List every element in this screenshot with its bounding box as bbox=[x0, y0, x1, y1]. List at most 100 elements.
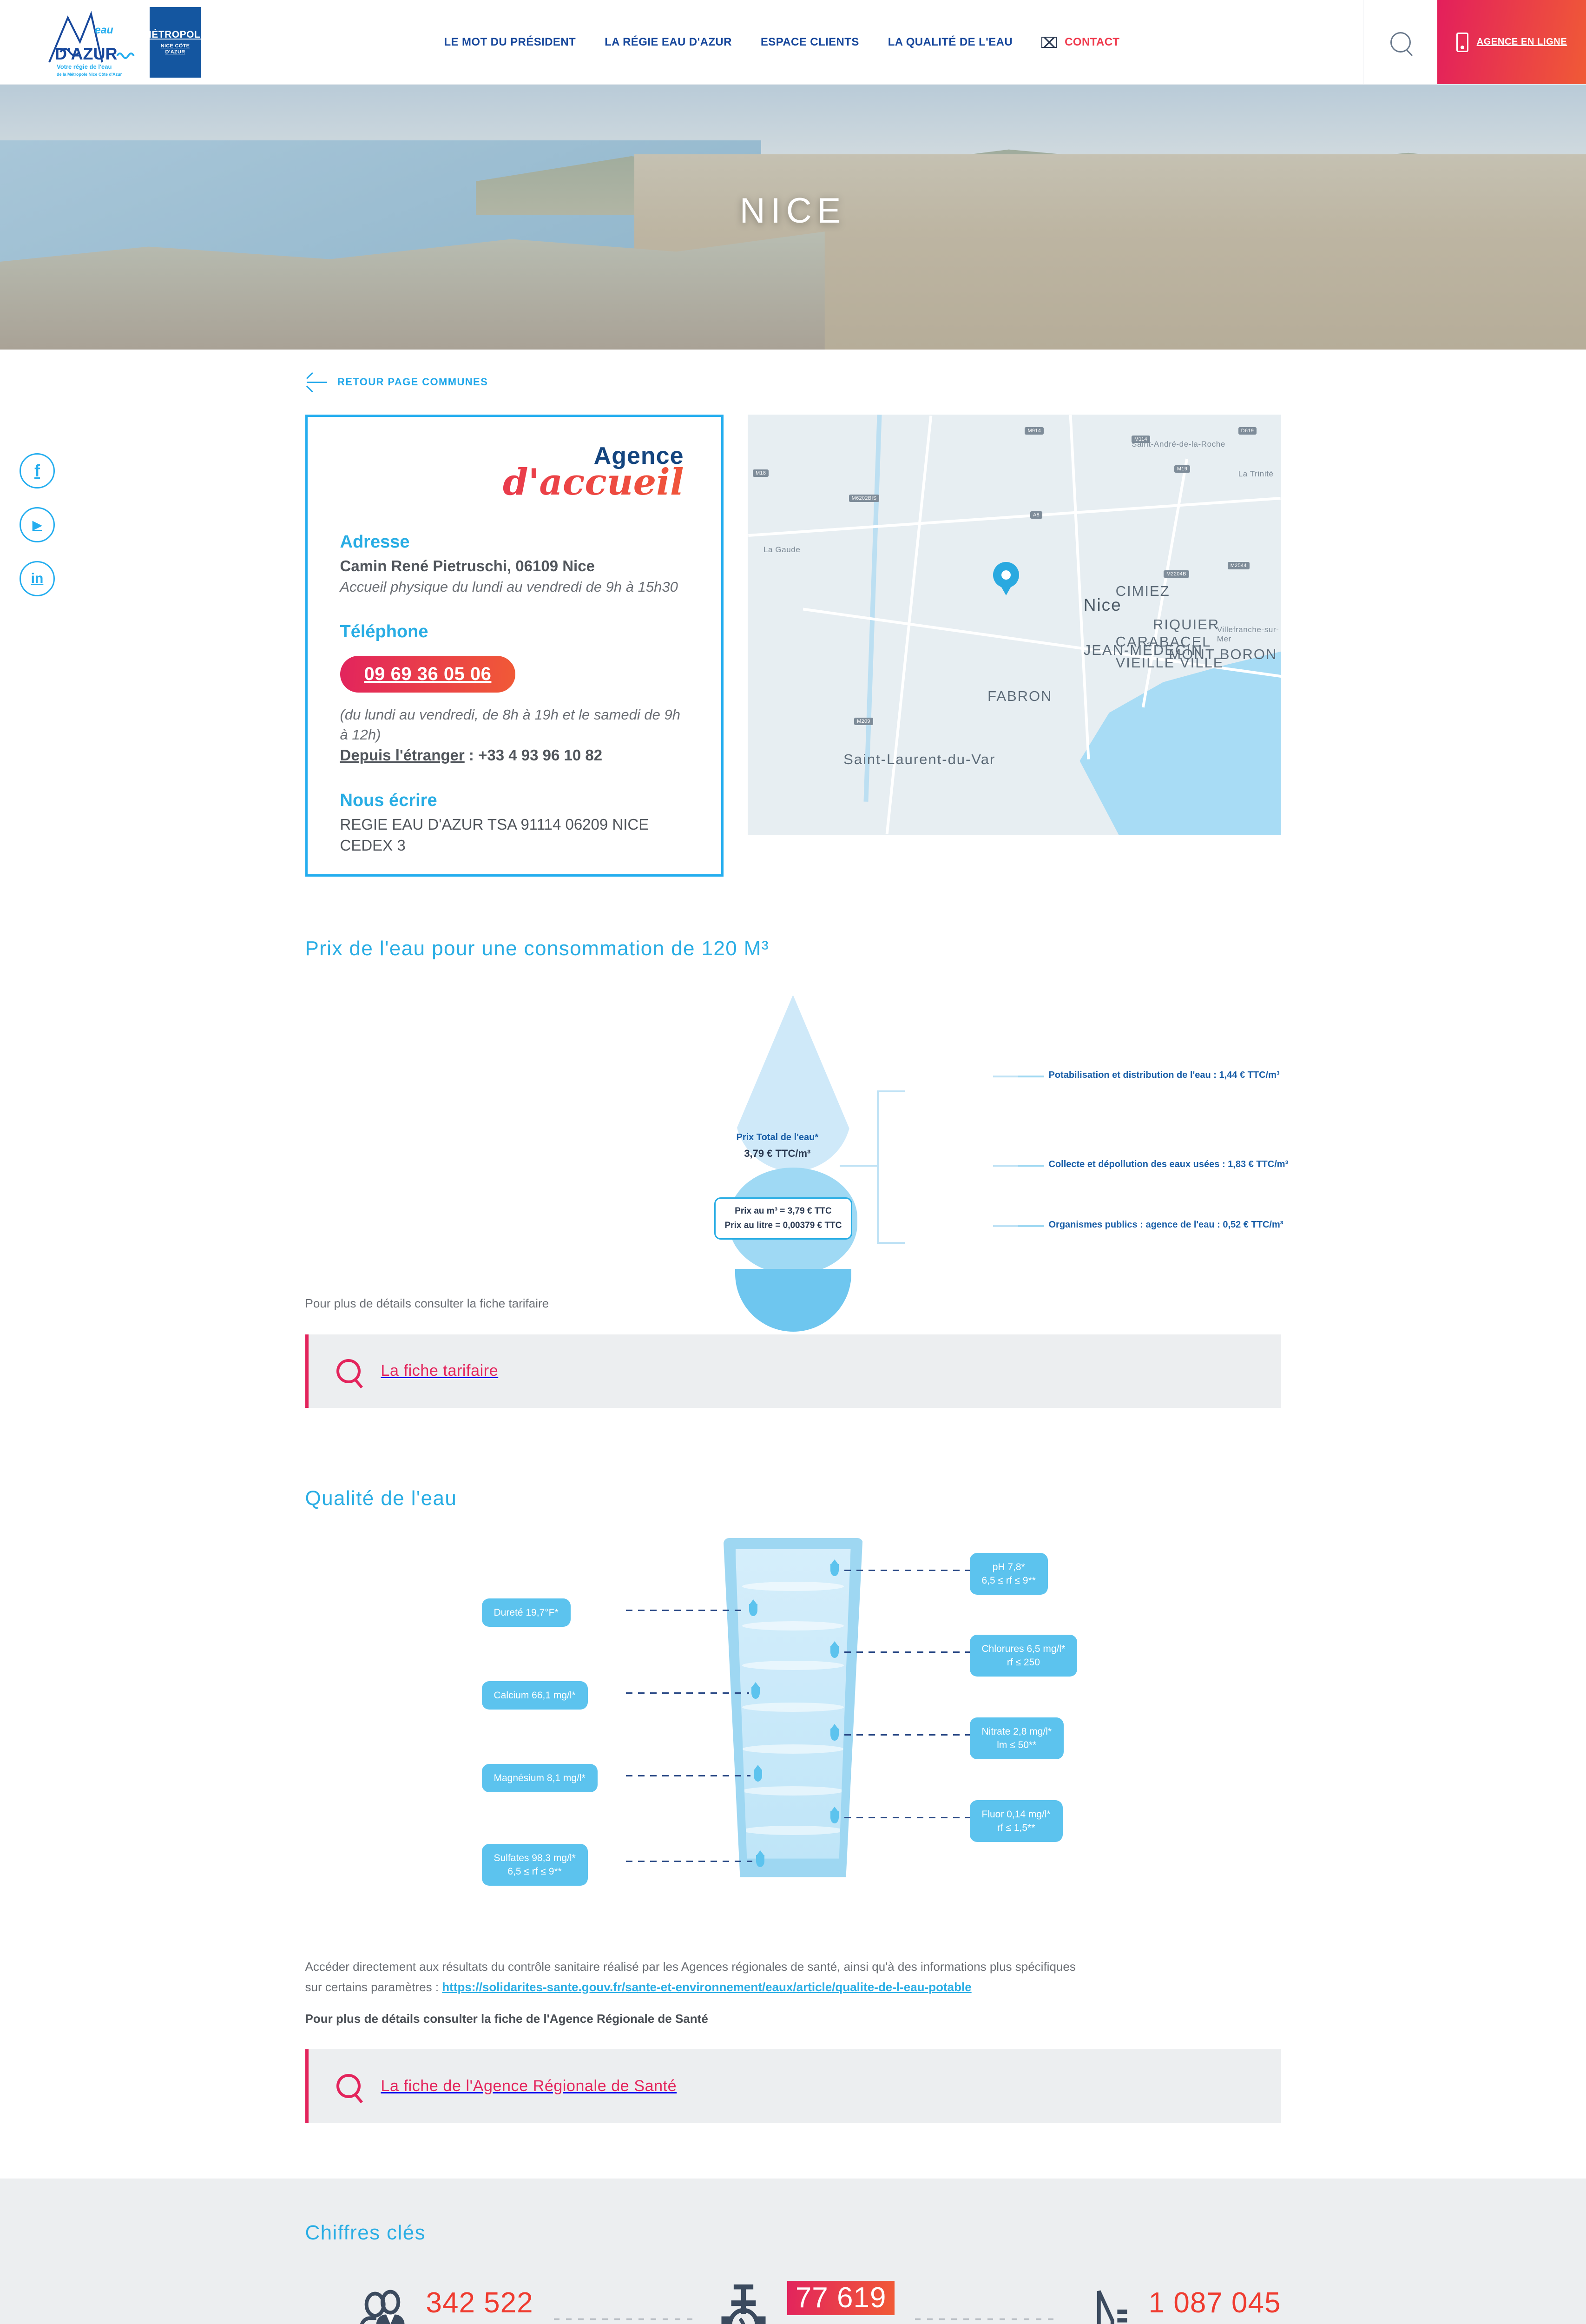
address-label: Adresse bbox=[340, 532, 410, 552]
map-label: VIEILLE VILLE bbox=[1115, 654, 1224, 671]
hero-banner: NICE bbox=[0, 85, 1586, 350]
price-label-collecte: Collecte et dépollution des eaux usées :… bbox=[1018, 1159, 1289, 1170]
envelope-icon bbox=[1041, 36, 1058, 48]
key-figures-divider bbox=[553, 2318, 692, 2321]
map-shield: M18 bbox=[752, 469, 769, 477]
price-total-block: Prix Total de l'eau* 3,79 € TTC/m³ bbox=[737, 1132, 819, 1160]
key-figure-caption: abonnés Régie Eau d'Azur bbox=[787, 2322, 895, 2324]
quality-note-line2: sur certains paramètres : https://solida… bbox=[305, 1977, 1281, 1997]
magnifier-icon bbox=[336, 1359, 361, 1383]
metropole-line2: NICE CÔTE D'AZUR bbox=[160, 43, 190, 55]
fiche-tarifaire-button[interactable]: La fiche tarifaire bbox=[305, 1334, 1281, 1408]
water-glass-graphic bbox=[723, 1538, 863, 1877]
droplet-marker bbox=[756, 1850, 764, 1867]
back-to-communes-link[interactable]: RETOUR PAGE COMMUNES bbox=[307, 376, 488, 388]
dashed-connector bbox=[625, 1609, 747, 1611]
ph-line2: 6,5 ≤ rf ≤ 9** bbox=[981, 1575, 1036, 1586]
agency-address-block: Adresse Camin René Pietruschi, 06109 Nic… bbox=[340, 532, 689, 597]
dashed-connector bbox=[844, 1569, 970, 1571]
nav-item-regie[interactable]: LA RÉGIE EAU D'AZUR bbox=[605, 35, 732, 48]
calcium-line1: Calcium 66,1 mg/l* bbox=[494, 1690, 576, 1701]
key-figure-value: 77 619 bbox=[787, 2281, 895, 2316]
droplet-marker bbox=[830, 1806, 839, 1823]
price-note: Pour plus de détails consulter la fiche … bbox=[305, 1296, 549, 1311]
map-pin[interactable] bbox=[993, 561, 1019, 596]
nitrate-line2: lm ≤ 50** bbox=[997, 1740, 1037, 1751]
quality-label-fluor: Fluor 0,14 mg/l* rf ≤ 1,5** bbox=[969, 1800, 1063, 1842]
map-label: La Trinité bbox=[1238, 469, 1274, 478]
agency-title-line2: d'accueil bbox=[340, 464, 684, 500]
map-label-nice: Nice bbox=[1083, 595, 1122, 615]
map-shield: M114 bbox=[1132, 436, 1150, 443]
magnifier-icon bbox=[336, 2074, 361, 2099]
map-shield: D619 bbox=[1238, 427, 1257, 435]
ars-external-link[interactable]: https://solidarites-sante.gouv.fr/sante-… bbox=[442, 1980, 972, 1994]
durete-line1: Dureté 19,7°F* bbox=[494, 1607, 559, 1618]
pipe-icon bbox=[1097, 2290, 1127, 2324]
map-shield: M2544 bbox=[1227, 561, 1250, 569]
nav-item-qualite-eau[interactable]: LA QUALITÉ DE L'EAU bbox=[888, 35, 1013, 48]
price-bracket bbox=[876, 1090, 905, 1244]
arrow-left-icon bbox=[307, 381, 327, 383]
quality-label-nitrate: Nitrate 2,8 mg/l* lm ≤ 50** bbox=[969, 1717, 1064, 1760]
key-figure-habitants: 342 522 habitants bbox=[352, 2289, 533, 2324]
price-section: Prix de l'eau pour une consommation de 1… bbox=[305, 937, 1288, 1408]
quality-glass-chart: pH 7,8* 6,5 ≤ rf ≤ 9** Chlorures 6,5 mg/… bbox=[305, 1524, 1281, 1942]
address-hours: Accueil physique du lundi au vendredi de… bbox=[340, 578, 678, 595]
people-icon bbox=[360, 2290, 404, 2324]
back-link-row: RETOUR PAGE COMMUNES bbox=[0, 350, 1586, 415]
header-logo-zone: eau D'AZUR Votre régie de l'eau de la Mé… bbox=[0, 0, 207, 84]
chlorures-line2: rf ≤ 250 bbox=[1007, 1657, 1040, 1668]
quality-note-line3: Pour plus de détails consulter la fiche … bbox=[305, 2012, 708, 2026]
price-bracket-stem bbox=[839, 1165, 879, 1167]
valve-icon bbox=[721, 2284, 766, 2324]
quality-note-line1: Accéder directement aux résultats du con… bbox=[305, 1959, 1076, 1974]
quality-label-ph: pH 7,8* 6,5 ≤ rf ≤ 9** bbox=[969, 1552, 1048, 1595]
linkedin-icon[interactable]: in bbox=[20, 561, 55, 596]
quality-label-sulfates: Sulfates 98,3 mg/l* 6,5 ≤ rf ≤ 9** bbox=[481, 1843, 588, 1886]
key-figure-value: 342 522 bbox=[426, 2287, 533, 2319]
drop-segment-organismes bbox=[735, 1269, 851, 1332]
nav-item-contact[interactable]: CONTACT bbox=[1041, 36, 1119, 49]
quality-note-prefix: sur certains paramètres : bbox=[305, 1980, 442, 1994]
map-label: Saint-André-de-la-Roche bbox=[1132, 440, 1225, 449]
youtube-icon[interactable]: ▶ bbox=[20, 507, 55, 542]
price-drop-chart: Potabilisation et distribution de l'eau … bbox=[305, 979, 1288, 1332]
social-rail: f ▶ in bbox=[20, 453, 55, 596]
svg-text:de la Métropole Nice Côte d'Az: de la Métropole Nice Côte d'Azur bbox=[57, 72, 122, 77]
key-figure-abonnes: 77 619 abonnés Régie Eau d'Azur bbox=[713, 2281, 895, 2324]
agency-card: Agence d'accueil Adresse Camin René Piet… bbox=[305, 415, 724, 877]
nav-item-espace-clients[interactable]: ESPACE CLIENTS bbox=[760, 35, 859, 48]
fiche-ars-label: La fiche de l'Agence Régionale de Santé bbox=[381, 2077, 677, 2095]
droplet-marker bbox=[749, 1599, 757, 1616]
fiche-ars-button[interactable]: La fiche de l'Agence Régionale de Santé bbox=[305, 2049, 1281, 2123]
write-label: Nous écrire bbox=[340, 791, 437, 811]
fluor-line1: Fluor 0,14 mg/l* bbox=[981, 1809, 1051, 1820]
nav-item-president[interactable]: LE MOT DU PRÉSIDENT bbox=[444, 35, 576, 48]
eau-dazur-logo[interactable]: eau D'AZUR Votre régie de l'eau de la Mé… bbox=[46, 7, 138, 77]
search-icon[interactable] bbox=[1390, 32, 1411, 53]
fiche-tarifaire-label: La fiche tarifaire bbox=[381, 1362, 499, 1380]
map-label: FABRON bbox=[987, 688, 1053, 705]
key-figures-row: 342 522 habitants bbox=[305, 2281, 1281, 2324]
mobile-phone-icon bbox=[1456, 32, 1468, 52]
search-zone[interactable] bbox=[1363, 0, 1437, 84]
metropole-logo[interactable]: MÉTROPOLE NICE CÔTE D'AZUR bbox=[143, 7, 207, 78]
quality-section-heading: Qualité de l'eau bbox=[305, 1486, 457, 1510]
metropole-line1: MÉTROPOLE bbox=[143, 29, 207, 40]
facebook-icon[interactable]: f bbox=[20, 453, 55, 489]
back-link-label: RETOUR PAGE COMMUNES bbox=[337, 376, 488, 388]
phone-hours: (du lundi au vendredi, de 8h à 19h et le… bbox=[340, 706, 680, 743]
map-label: Villefranche-sur-Mer bbox=[1217, 625, 1279, 643]
site-header: eau D'AZUR Votre régie de l'eau de la Mé… bbox=[0, 0, 1586, 85]
magnesium-line1: Magnésium 8,1 mg/l* bbox=[494, 1772, 586, 1783]
key-figure-reseau: 1 087 045 ml de réseau bbox=[1074, 2289, 1281, 2324]
phone-number-button[interactable]: 09 69 36 05 06 bbox=[340, 656, 516, 693]
agence-en-ligne-button[interactable]: AGENCE EN LIGNE bbox=[1437, 0, 1586, 84]
location-map[interactable]: Saint-André-de-la-Roche La Trinité La Ga… bbox=[747, 415, 1281, 835]
svg-text:eau: eau bbox=[95, 24, 113, 36]
phone-abroad-number: : +33 4 93 96 10 82 bbox=[464, 746, 603, 764]
agency-write-block: Nous écrire REGIE EAU D'AZUR TSA 91114 0… bbox=[340, 791, 689, 856]
key-figures-divider bbox=[915, 2318, 1054, 2321]
